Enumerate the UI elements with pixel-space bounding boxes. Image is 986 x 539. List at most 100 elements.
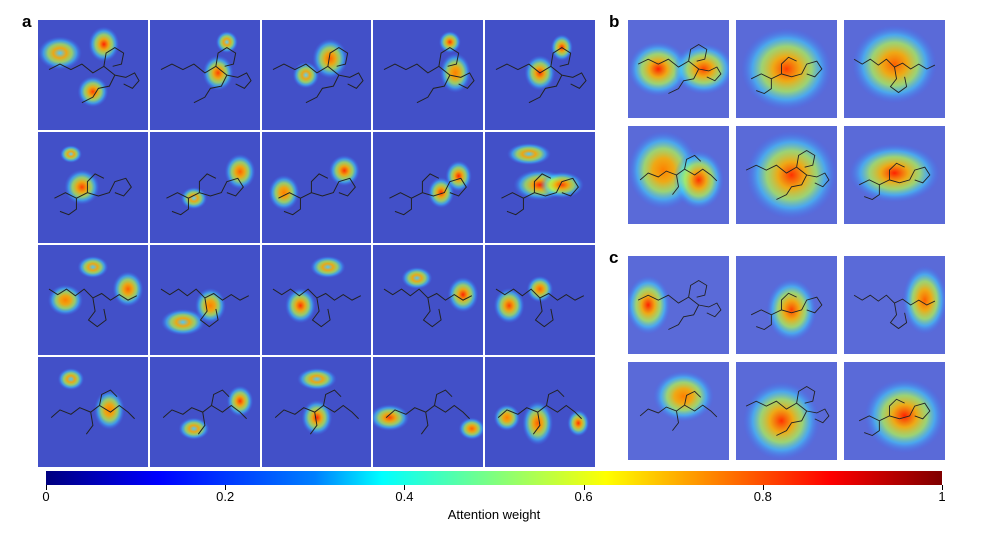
heatmap-tile-c xyxy=(736,362,837,460)
colorbar-tick-label: 0.2 xyxy=(216,489,235,504)
heatmap-tile-b xyxy=(628,126,729,224)
attention-hotspot xyxy=(439,31,462,54)
molecule-structure xyxy=(853,294,936,330)
heatmap-tile-a xyxy=(38,244,148,355)
attention-hotspot xyxy=(507,143,552,166)
heatmap-tile-b xyxy=(628,20,729,118)
attention-hotspot xyxy=(77,76,109,108)
colorbar-tick-label: 0.6 xyxy=(574,489,593,504)
attention-hotspot xyxy=(38,36,82,70)
molecule-structure xyxy=(750,56,823,94)
panel-label-a: a xyxy=(22,12,32,31)
heatmap-tile-a xyxy=(373,244,484,355)
attention-hotspot xyxy=(743,381,820,460)
attention-hotspot xyxy=(628,275,671,335)
attention-hotspot xyxy=(741,27,832,111)
attention-hotspot xyxy=(493,287,525,323)
attention-hotspot xyxy=(448,276,479,312)
attention-hotspot xyxy=(849,143,940,203)
molecule-structure xyxy=(495,46,587,104)
molecule-structure xyxy=(272,287,361,327)
heatmap-tile-a xyxy=(485,20,595,131)
heatmap-tile-b xyxy=(736,126,837,224)
heatmap-tile-c xyxy=(628,362,729,460)
attention-hotspot xyxy=(459,417,484,440)
panel-label-c: c xyxy=(609,248,619,267)
molecule-structure xyxy=(384,287,473,327)
colorbar-tick xyxy=(762,485,764,490)
panel-a-grid xyxy=(38,20,595,467)
heatmap-tile-a xyxy=(261,244,372,355)
heatmap-tile-a xyxy=(38,20,148,131)
attention-hotspot xyxy=(180,187,207,210)
heatmap-tile-a xyxy=(485,132,595,243)
attention-hotspot xyxy=(673,43,729,95)
attention-hotspot xyxy=(178,417,210,440)
colorbar-tick xyxy=(942,485,943,490)
attention-hotspot xyxy=(93,389,125,430)
attention-hotspot xyxy=(445,160,473,192)
attention-hotspot xyxy=(226,385,254,417)
heatmap-tile-a xyxy=(149,244,260,355)
attention-hotspot xyxy=(673,150,724,210)
attention-hotspot xyxy=(373,404,410,431)
heatmap-tile-a xyxy=(38,132,148,243)
molecule-structure xyxy=(495,287,585,327)
panel-label-b: b xyxy=(609,12,620,31)
attention-hotspot xyxy=(902,265,945,335)
heatmap-tile-a xyxy=(38,356,148,467)
attention-hotspot xyxy=(522,400,554,445)
molecule-structure xyxy=(166,173,244,216)
molecule-structure xyxy=(389,173,468,216)
molecule-structure xyxy=(498,389,583,435)
heatmap-tile-a xyxy=(149,132,260,243)
attention-hotspot xyxy=(567,409,590,437)
attention-hotspot xyxy=(224,154,256,190)
attention-hotspot xyxy=(215,31,238,54)
molecule-structure xyxy=(853,58,936,94)
attention-hotspot xyxy=(746,130,837,220)
molecule-structure xyxy=(384,46,476,104)
molecule-structure xyxy=(48,287,138,327)
heatmap-tile-b xyxy=(844,20,945,118)
attention-hotspot xyxy=(88,26,120,62)
molecule-structure xyxy=(637,43,722,94)
attention-hotspot xyxy=(160,308,205,335)
molecule-structure xyxy=(750,292,823,330)
colorbar-tick-label: 0 xyxy=(42,489,50,504)
heatmap-tile-a xyxy=(261,356,372,467)
attention-hotspot xyxy=(268,175,299,211)
heatmap-tile-a xyxy=(373,20,484,131)
heatmap-tile-a xyxy=(149,20,260,131)
molecule-structure xyxy=(745,385,830,436)
molecule-structure xyxy=(637,279,722,330)
molecule-structure xyxy=(745,149,830,200)
colorbar-label: Attention weight xyxy=(447,507,541,522)
colorbar xyxy=(46,471,942,485)
molecule-structure xyxy=(162,389,247,435)
attention-hotspot xyxy=(301,399,332,436)
panel-c-grid xyxy=(628,256,946,482)
attention-hotspot xyxy=(292,61,319,89)
colorbar-tick xyxy=(46,485,47,490)
panel-b-grid xyxy=(628,20,946,246)
heatmap-tile-a xyxy=(373,132,484,243)
attention-hotspot xyxy=(296,367,337,390)
heatmap-tile-a xyxy=(261,20,372,131)
colorbar-tick xyxy=(225,485,227,490)
heatmap-tile-a xyxy=(261,132,372,243)
colorbar-tick-label: 0.4 xyxy=(395,489,414,504)
attention-hotspot xyxy=(401,266,433,289)
attention-hotspot xyxy=(493,404,521,431)
heatmap-tile-c xyxy=(628,256,729,354)
attention-hotspot xyxy=(284,287,316,323)
heatmap-tile-c xyxy=(844,362,945,460)
attention-hotspot xyxy=(57,367,85,390)
heatmap-tile-a xyxy=(149,356,260,467)
attention-hotspot xyxy=(328,155,360,187)
attention-hotspot xyxy=(77,255,109,278)
heatmap-tile-c xyxy=(736,256,837,354)
molecule-structure xyxy=(501,173,580,216)
heatmap-tile-a xyxy=(373,356,484,467)
molecule-structure xyxy=(50,389,135,435)
